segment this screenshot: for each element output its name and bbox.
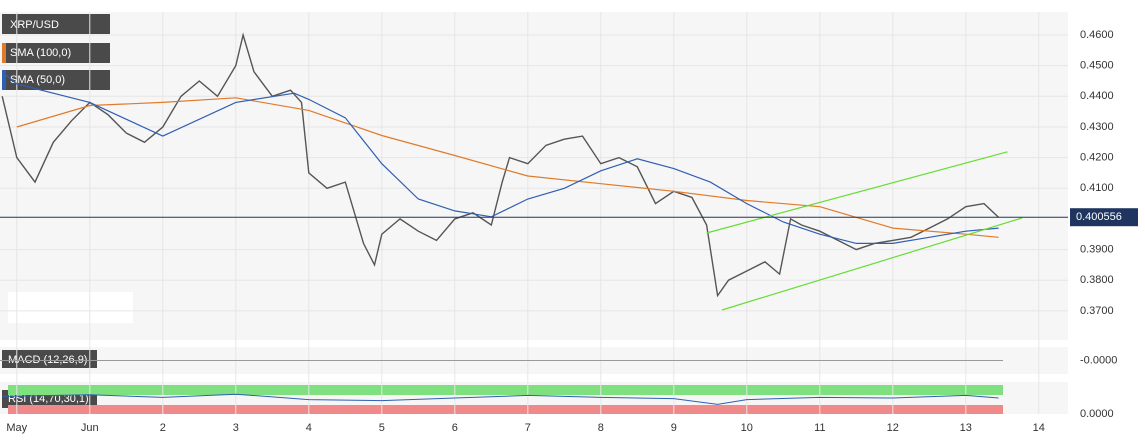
- legend-swatch: [2, 43, 6, 63]
- x-tick-label: 3: [233, 422, 239, 434]
- legend-swatch: [2, 70, 6, 90]
- x-tick-label: 5: [379, 422, 385, 434]
- legend-sma50[interactable]: [2, 70, 110, 90]
- y-tick-label: 0.4400: [1080, 90, 1114, 102]
- x-tick-label: 7: [525, 422, 531, 434]
- legend-sma100[interactable]: [2, 43, 110, 63]
- y-tick-label: 0.4300: [1080, 121, 1114, 133]
- trendline: [706, 151, 1008, 234]
- x-tick-label: 2: [160, 422, 166, 434]
- rsi-line: [2, 393, 999, 405]
- y-tick-label: 0.4600: [1080, 29, 1114, 41]
- symbol: XRP/USD: [10, 19, 59, 31]
- rsi-oversold-zone: [8, 405, 1003, 414]
- x-tick-label: 8: [598, 422, 604, 434]
- x-tick-label: 13: [960, 422, 972, 434]
- sma-line: [16, 97, 999, 238]
- x-tick-label: May: [6, 422, 27, 434]
- y-tick-label: 0.3800: [1080, 274, 1114, 286]
- x-tick-label: 10: [741, 422, 753, 434]
- x-tick-label: 4: [306, 422, 312, 434]
- blank-box: [8, 292, 133, 323]
- y-tick-label: 0.3900: [1080, 243, 1114, 255]
- price-line: [1, 32, 1000, 298]
- y-tick-label: 0.4500: [1080, 60, 1114, 72]
- x-tick-label: 12: [887, 422, 899, 434]
- price-panel: [0, 12, 1068, 340]
- legend-label: SMA (100,0): [10, 47, 71, 59]
- x-tick-label: 6: [452, 422, 458, 434]
- macd-tick-label: -0.0000: [1080, 354, 1117, 366]
- x-tick-label: 11: [814, 422, 825, 434]
- x-tick-label: 9: [671, 422, 677, 434]
- last-price-box: [1070, 208, 1138, 227]
- rsi-tick-label: 0.0000: [1080, 408, 1114, 420]
- rsi-overbought-zone: [8, 385, 1003, 395]
- macd-label-box[interactable]: [2, 350, 97, 368]
- y-tick-label: 0.4200: [1080, 152, 1114, 164]
- last-price-label: 0.400556: [1076, 211, 1122, 223]
- trendline: [721, 217, 1023, 311]
- macd-label: MACD (12,26,9): [8, 354, 87, 366]
- y-tick-label: 0.3700: [1080, 305, 1114, 317]
- legend-label: SMA (50,0): [10, 74, 65, 86]
- y-tick-label: 0.4100: [1080, 182, 1114, 194]
- sma-line: [1, 71, 999, 244]
- x-tick-label: Jun: [81, 422, 99, 434]
- x-tick-label: 14: [1033, 422, 1045, 434]
- symbol-box[interactable]: [2, 14, 110, 34]
